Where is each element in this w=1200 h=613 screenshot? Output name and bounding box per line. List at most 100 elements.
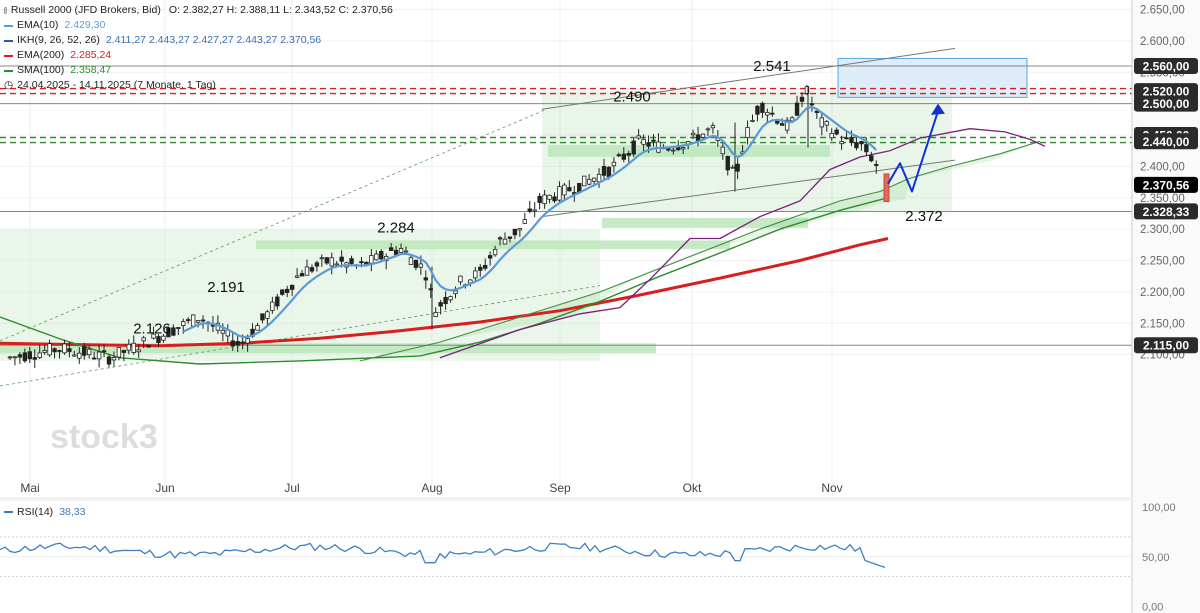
x-tick-label: Nov bbox=[821, 481, 842, 495]
rsi-swatch bbox=[4, 511, 13, 513]
main-plot bbox=[0, 0, 1132, 497]
candle-up bbox=[473, 270, 478, 279]
candle-up bbox=[522, 219, 527, 224]
candle-down bbox=[537, 195, 542, 203]
annotation-label: 2.372 bbox=[905, 208, 943, 225]
candle-down bbox=[91, 357, 97, 360]
projection-arrow bbox=[887, 110, 939, 193]
candle-up bbox=[111, 357, 117, 361]
candle-down bbox=[725, 156, 730, 171]
candle-up bbox=[730, 166, 735, 169]
candle-up bbox=[418, 263, 424, 268]
channel-lower-line bbox=[541, 159, 956, 218]
candle-up bbox=[681, 147, 686, 150]
candle-up bbox=[720, 146, 725, 155]
candle-up bbox=[62, 343, 67, 354]
price-badge-label: 2.115,00 bbox=[1143, 339, 1189, 353]
candle-down bbox=[349, 258, 354, 264]
candle-down bbox=[428, 288, 433, 291]
symbol-label: Russell 2000 (JFD Brokers, Bid) bbox=[10, 4, 161, 16]
candle-down bbox=[527, 208, 532, 212]
x-tick-label: Okt bbox=[683, 481, 702, 495]
candle-up bbox=[151, 333, 156, 339]
y-tick-label: 2.150,00 bbox=[1140, 318, 1185, 330]
candle-up bbox=[582, 175, 587, 187]
legend-range: ◷ 24.04.2025 - 14.11.2025 (7 Monate, 1 T… bbox=[4, 78, 393, 93]
candle-up bbox=[690, 132, 696, 136]
candle-up bbox=[502, 238, 508, 245]
legend-ema200[interactable]: EMA(200) 2.285,24 bbox=[4, 48, 393, 63]
candle-up bbox=[126, 343, 131, 351]
candle-down bbox=[52, 348, 57, 353]
ikh-values: 2.411,27 2.443,27 2.427,27 2.443,27 2.37… bbox=[105, 34, 322, 46]
candle-up bbox=[636, 135, 641, 139]
candle-down bbox=[17, 354, 23, 358]
candle-up bbox=[7, 356, 13, 359]
ema200-swatch bbox=[4, 54, 13, 57]
clock-icon: ◷ bbox=[4, 79, 14, 91]
candle-down bbox=[794, 102, 800, 116]
candle-down bbox=[482, 264, 488, 269]
candle-down bbox=[869, 155, 874, 162]
candle-up bbox=[398, 248, 404, 253]
rsi-tick-label: 0,00 bbox=[1142, 602, 1163, 613]
candle-up bbox=[745, 127, 750, 138]
candle-down bbox=[230, 340, 235, 347]
candle-up bbox=[37, 352, 42, 358]
candle-up bbox=[784, 119, 790, 131]
ema10-label: EMA(10) bbox=[17, 19, 59, 31]
candle-up bbox=[562, 184, 567, 196]
annotation-label: 2.541 bbox=[753, 58, 791, 75]
annotation-label: 2.284 bbox=[377, 219, 415, 236]
x-tick-label: Sep bbox=[549, 481, 571, 495]
legend-sma100[interactable]: SMA(100) 2.358,47 bbox=[4, 63, 393, 78]
candle-up bbox=[750, 119, 755, 122]
candle-down bbox=[289, 284, 295, 290]
candle-up bbox=[96, 351, 102, 360]
annotation-label: 2.490 bbox=[613, 89, 651, 106]
candle-down bbox=[101, 350, 107, 353]
candle-down bbox=[666, 148, 671, 151]
candle-down bbox=[106, 356, 112, 365]
rsi-legend[interactable]: RSI(14) 38,33 bbox=[4, 506, 85, 518]
legend-ema10[interactable]: EMA(10) 2.429,30 bbox=[4, 18, 393, 33]
x-tick-label: Aug bbox=[421, 481, 442, 495]
candle-down bbox=[260, 313, 265, 321]
candle-down bbox=[760, 102, 765, 113]
candle-up bbox=[131, 342, 136, 353]
candle-up bbox=[611, 161, 617, 167]
candle-down bbox=[512, 228, 518, 236]
candle-down bbox=[27, 351, 32, 360]
candle-down bbox=[864, 144, 869, 153]
candle-down bbox=[82, 346, 87, 356]
candle-up bbox=[492, 249, 498, 256]
candle-down bbox=[844, 137, 849, 140]
price-badge bbox=[1134, 133, 1198, 150]
candle-up bbox=[448, 296, 453, 301]
candle-up bbox=[700, 133, 706, 138]
candle-up bbox=[294, 275, 300, 278]
candle-up bbox=[72, 354, 77, 357]
candle-down bbox=[443, 297, 448, 305]
candle-down bbox=[176, 327, 181, 329]
candle-down bbox=[507, 236, 513, 239]
candle-up bbox=[710, 125, 716, 129]
price-badge bbox=[1134, 57, 1198, 74]
candle-up bbox=[87, 348, 92, 356]
price-badge bbox=[1134, 83, 1198, 100]
candle-down bbox=[240, 341, 245, 344]
candle-up bbox=[190, 314, 196, 327]
candle-down bbox=[22, 352, 28, 362]
last-candle bbox=[883, 173, 890, 203]
candle-up bbox=[458, 275, 463, 283]
candle-down bbox=[770, 112, 775, 115]
candle-down bbox=[755, 105, 760, 115]
candle-down bbox=[121, 350, 127, 353]
candle-down bbox=[423, 277, 428, 281]
candle-down bbox=[497, 237, 503, 240]
legend-ikh[interactable]: IKH(9, 26, 52, 26) 2.411,27 2.443,27 2.4… bbox=[4, 33, 393, 48]
candle-down bbox=[478, 266, 483, 271]
candle-up bbox=[586, 179, 592, 185]
x-tick-label: Jul bbox=[284, 481, 299, 495]
